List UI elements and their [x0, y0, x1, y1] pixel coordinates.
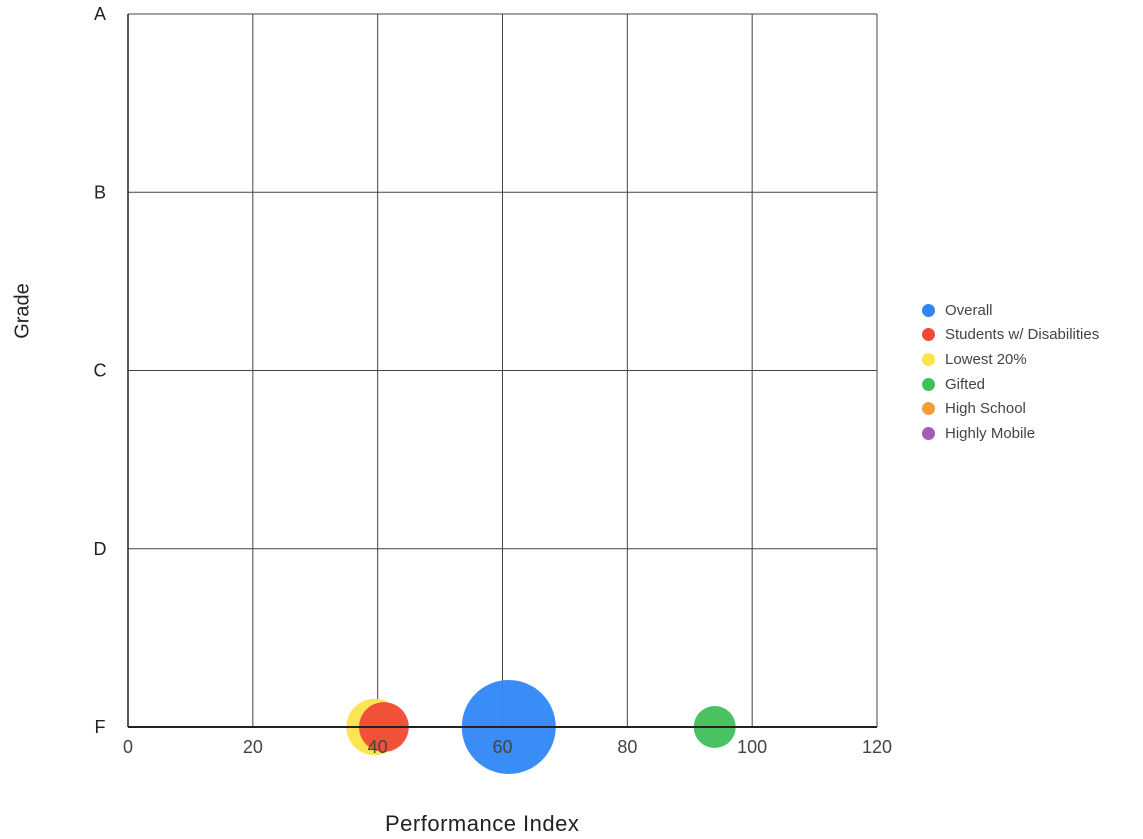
legend-item: Lowest 20%: [922, 347, 1099, 372]
y-tick-label: A: [94, 4, 106, 24]
y-tick-label: B: [94, 182, 106, 202]
legend-item: Highly Mobile: [922, 421, 1099, 446]
y-tick-label: C: [94, 361, 107, 381]
legend-label: Highly Mobile: [945, 424, 1036, 442]
grid: [127, 13, 878, 728]
x-tick-label: 80: [617, 737, 637, 757]
x-axis-label: Performance Index: [385, 811, 580, 836]
axes: 0 20 40 60 80 100 120 F D C B A: [94, 4, 893, 757]
legend-label: Students w/ Disabilities: [945, 326, 1100, 344]
x-tick-label: 120: [862, 737, 892, 757]
y-tick-label: F: [95, 717, 106, 737]
x-tick-label: 0: [123, 737, 133, 757]
legend-item: High School: [922, 396, 1099, 421]
legend-item: Overall: [922, 298, 1099, 323]
legend-swatch: [922, 328, 935, 342]
legend-label: Overall: [945, 301, 993, 319]
legend-item: Gifted: [922, 372, 1099, 397]
legend-swatch: [922, 377, 935, 391]
legend-label: Lowest 20%: [945, 350, 1027, 368]
legend-item: Students w/ Disabilities: [922, 323, 1099, 348]
x-tick-label: 20: [243, 737, 263, 757]
legend-swatch: [922, 402, 935, 416]
legend-swatch: [922, 352, 935, 366]
legend-label: High School: [945, 400, 1026, 418]
y-axis-label: Grade: [11, 283, 34, 339]
legend-swatch: [922, 426, 935, 440]
x-tick-label: 100: [737, 737, 767, 757]
y-tick-label: D: [94, 539, 107, 559]
x-tick-label: 40: [368, 737, 388, 757]
legend-label: Gifted: [945, 375, 986, 393]
legend-swatch: [922, 303, 935, 317]
x-tick-label: 60: [492, 737, 512, 757]
legend: Overall Students w/ Disabilities Lowest 20…: [922, 298, 1099, 446]
